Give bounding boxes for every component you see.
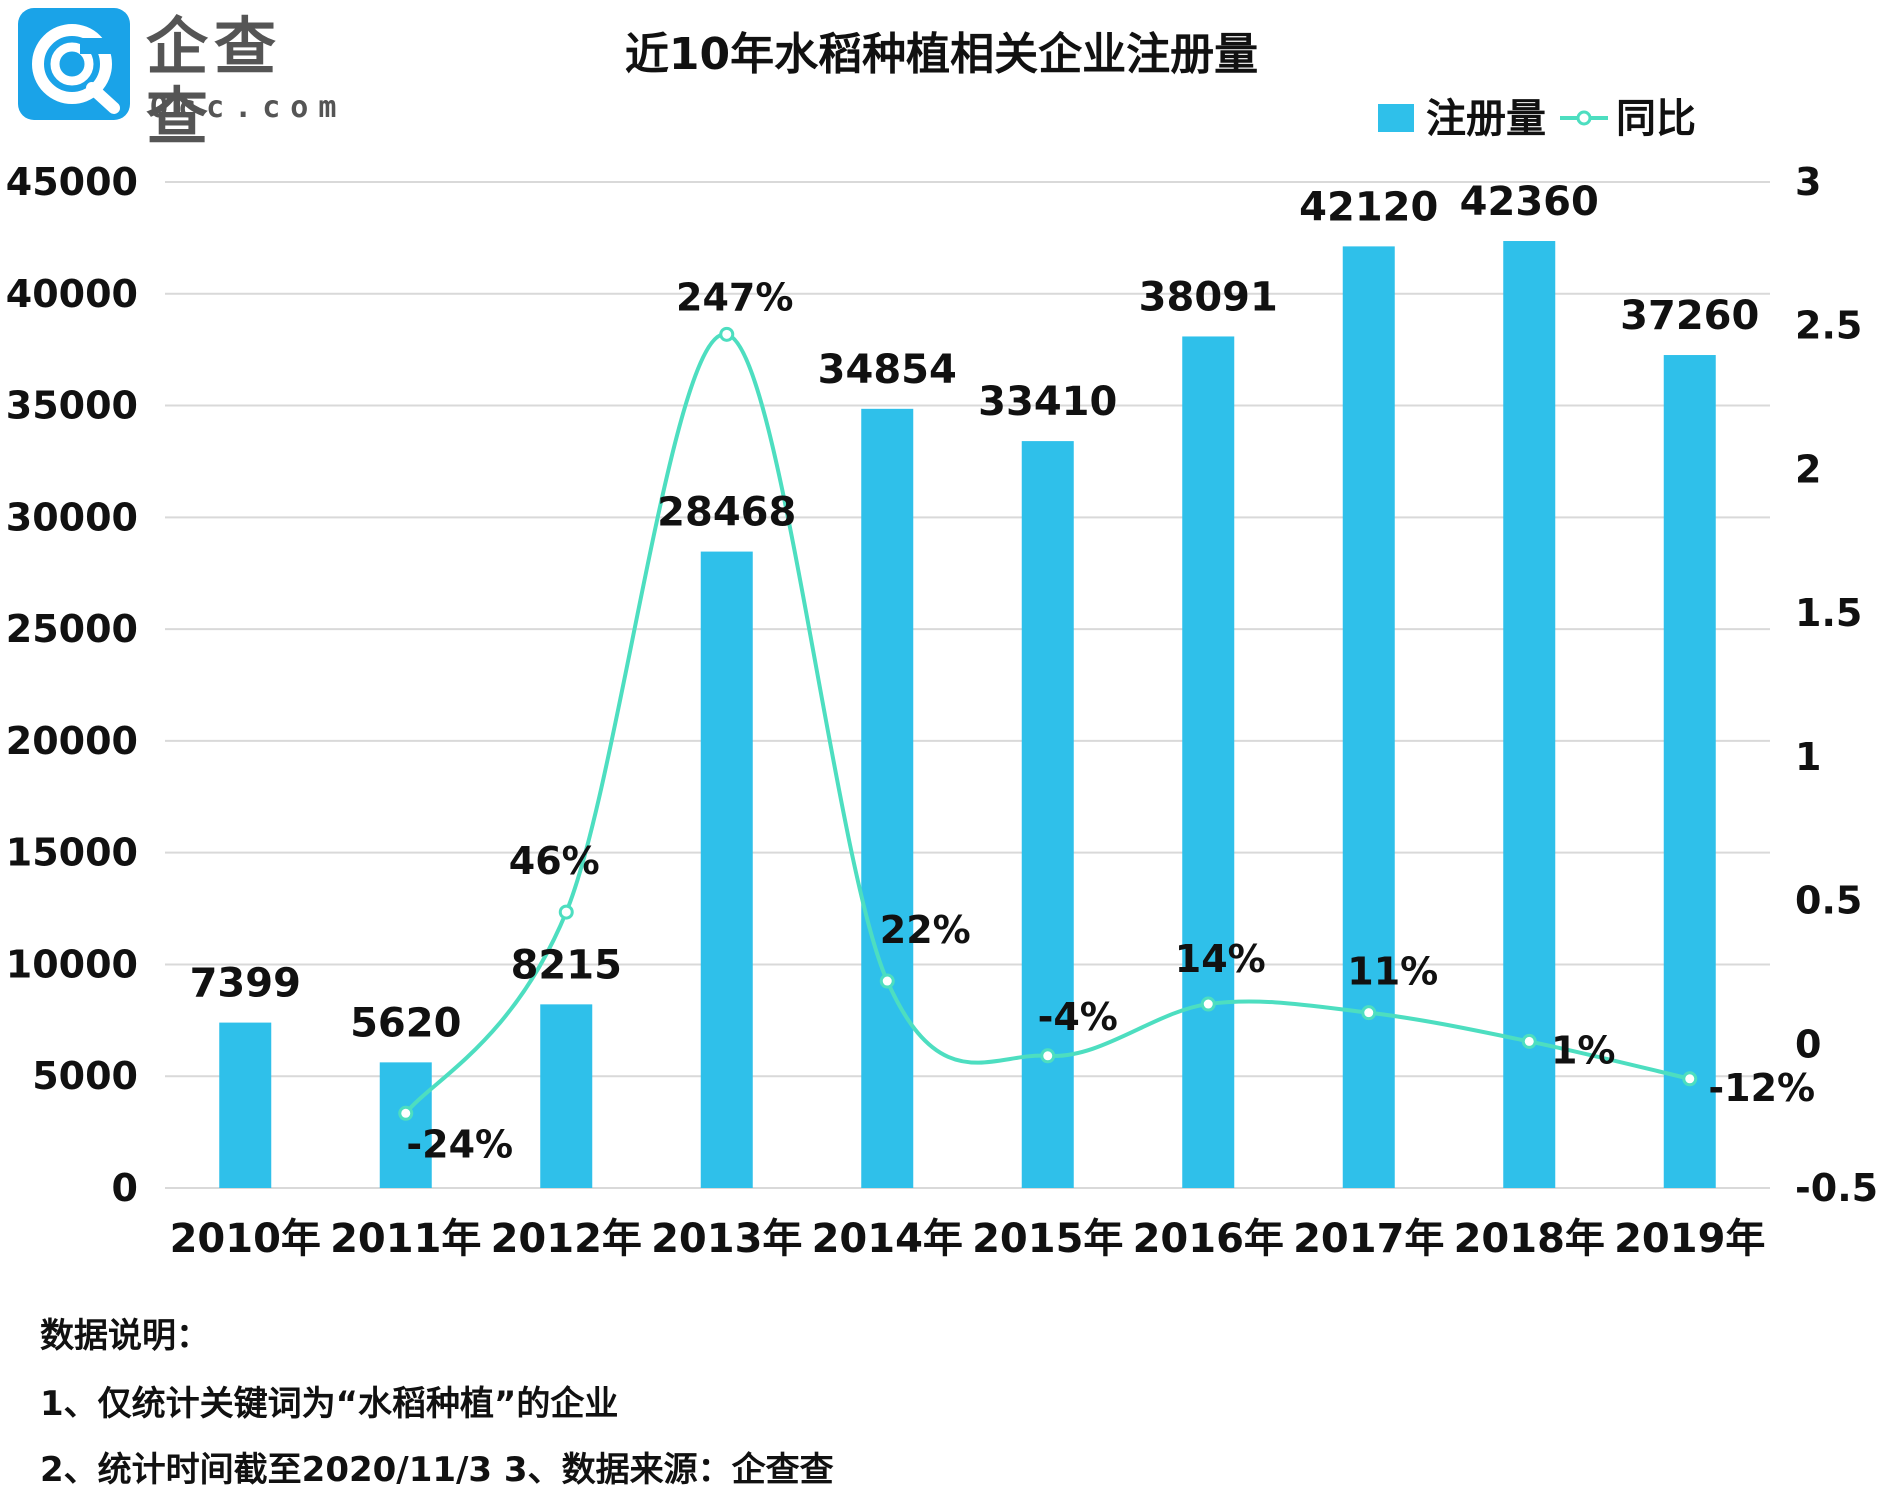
legend-bar-swatch — [1378, 104, 1414, 132]
y-left-tick-label: 15000 — [6, 831, 138, 875]
y-left-tick-label: 10000 — [6, 942, 138, 986]
logo-cn-text: 企查查 — [146, 10, 283, 153]
logo-en-text: Qcc.com — [150, 90, 347, 125]
line-series-yoy — [404, 332, 1691, 1115]
bar-value-label: 37260 — [1620, 293, 1759, 339]
bar-value-label: 42360 — [1460, 179, 1599, 225]
y-right-tick-label: 2 — [1795, 447, 1821, 491]
y-left-tick-label: 5000 — [32, 1054, 138, 1098]
y-left-tick-label: 20000 — [6, 719, 138, 763]
bar-value-label: 7399 — [190, 961, 301, 1007]
legend-line-marker — [1576, 110, 1592, 126]
bar-value-label: 33410 — [978, 379, 1117, 425]
bar — [861, 408, 914, 1188]
bar-value-label: 42120 — [1299, 184, 1438, 230]
y-right-tick-label: 1 — [1795, 735, 1821, 779]
bar — [540, 1004, 593, 1188]
y-left-tick-label: 0 — [112, 1166, 138, 1210]
line-value-label: 14% — [1175, 937, 1266, 981]
y-right-tick-label: 1.5 — [1795, 591, 1862, 635]
y-left-tick-label: 30000 — [6, 495, 138, 539]
x-tick-label: 2014年 — [812, 1216, 963, 1262]
y-left-tick-label: 25000 — [6, 607, 138, 651]
bar-value-label: 28468 — [657, 490, 796, 536]
line-point — [719, 326, 735, 342]
bar — [379, 1062, 432, 1188]
y-right-tick-label: 3 — [1795, 160, 1821, 204]
x-tick-label: 2017年 — [1293, 1216, 1444, 1262]
bar — [700, 551, 753, 1188]
line-value-label: 46% — [509, 839, 600, 883]
line-value-label: -12% — [1708, 1066, 1815, 1110]
line-point — [1200, 996, 1216, 1012]
line-point — [398, 1105, 414, 1121]
x-tick-label: 2013年 — [651, 1216, 802, 1262]
line-point — [558, 904, 574, 920]
chart-title: 近10年水稻种植相关企业注册量 — [624, 29, 1259, 80]
qcc-logo-icon — [18, 8, 130, 120]
y-right-tick-label: -0.5 — [1795, 1166, 1878, 1210]
bar — [1663, 355, 1716, 1189]
notes-heading: 数据说明： — [40, 1316, 210, 1356]
line-value-label: 247% — [676, 275, 793, 319]
line-point — [1521, 1033, 1537, 1049]
notes-line-2: 2、统计时间截至2020/11/3 3、数据来源：企查查 — [40, 1450, 834, 1490]
x-tick-label: 2010年 — [170, 1216, 321, 1262]
line-value-label: -24% — [406, 1122, 513, 1166]
x-tick-label: 2012年 — [491, 1216, 642, 1262]
logo: 企查查 Qcc.com — [18, 8, 348, 152]
bar — [219, 1022, 272, 1188]
bar-value-label: 34854 — [818, 347, 957, 393]
line-point — [1040, 1048, 1056, 1064]
line-value-label: 1% — [1551, 1028, 1616, 1072]
line-point — [1361, 1005, 1377, 1021]
x-tick-label: 2019年 — [1614, 1216, 1765, 1262]
line-value-label: 22% — [880, 908, 971, 952]
x-tick-label: 2011年 — [330, 1216, 481, 1262]
y-right-tick-label: 0 — [1795, 1022, 1821, 1066]
bar-value-label: 8215 — [511, 942, 622, 988]
line-point — [879, 973, 895, 989]
bar-value-label: 38091 — [1139, 274, 1278, 320]
bar-value-label: 5620 — [350, 1000, 461, 1046]
y-right-tick-label: 0.5 — [1795, 879, 1862, 923]
y-left-tick-label: 35000 — [6, 384, 138, 428]
x-tick-label: 2018年 — [1454, 1216, 1605, 1262]
legend-bar-label: 注册量 — [1426, 96, 1546, 142]
y-left-tick-label: 40000 — [6, 272, 138, 316]
chart: 0 5000 10000 15000 20000 25000 30000 35000 40000… — [6, 96, 1878, 1262]
bar — [1342, 246, 1395, 1188]
y-right-tick-label: 2.5 — [1795, 304, 1862, 348]
x-tick-label: 2015年 — [972, 1216, 1123, 1262]
line-point — [1682, 1071, 1698, 1087]
bar — [1503, 241, 1556, 1188]
line-value-label: -4% — [1038, 995, 1118, 1039]
legend-line-label: 同比 — [1616, 96, 1696, 142]
line-value-label: 11% — [1347, 950, 1438, 994]
notes-line-1: 1、仅统计关键词为“水稻种植”的企业 — [40, 1384, 619, 1424]
y-left-tick-label: 45000 — [6, 160, 138, 204]
bar — [1182, 336, 1235, 1188]
bar — [1021, 441, 1074, 1188]
x-tick-label: 2016年 — [1133, 1216, 1284, 1262]
